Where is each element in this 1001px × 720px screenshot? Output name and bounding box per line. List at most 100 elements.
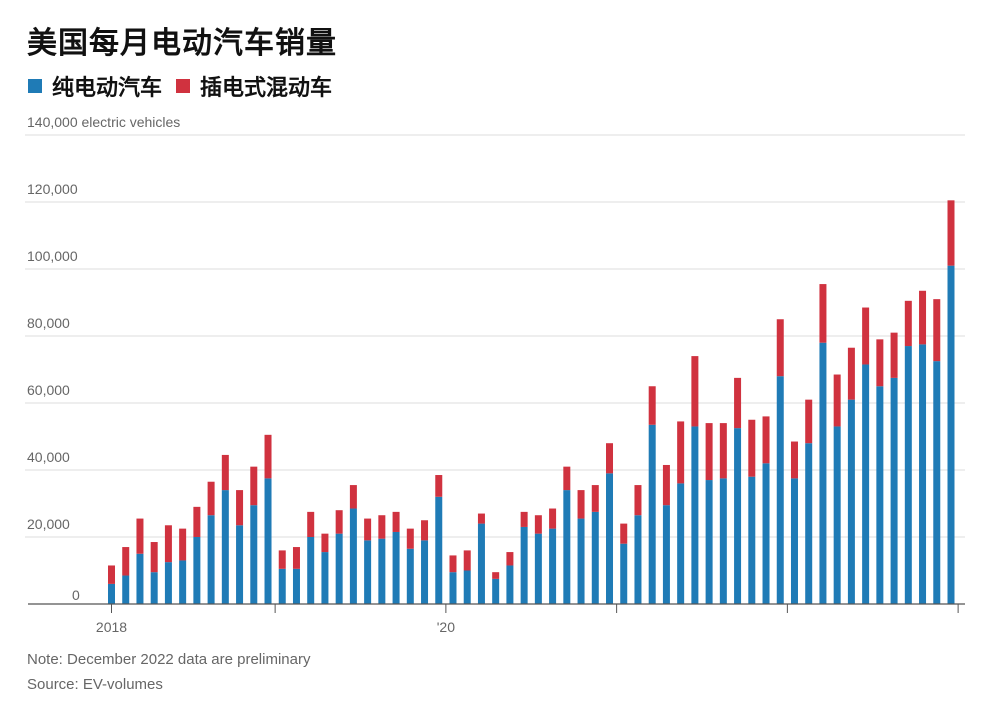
bar-bev [606,473,614,604]
bar-bev [719,478,727,604]
y-tick-label: 80,000 [27,315,70,331]
bar-bev [506,565,514,604]
x-tick-label: 2018 [96,619,127,635]
bar-phev [833,374,841,427]
bar-phev [947,200,955,266]
y-tick-label: 0 [72,587,80,603]
y-tick-label: 20,000 [27,516,70,532]
bar-bev [463,570,471,604]
bar-bev [250,505,258,604]
legend-item-bev: 纯电动汽车 [28,70,162,102]
bar-bev [392,531,400,604]
bar-bev [620,543,628,604]
bar-phev [620,523,628,544]
legend-label-bev: 纯电动汽车 [52,76,163,101]
bar-bev [221,490,229,604]
bar-phev [904,300,912,347]
legend-swatch-bev [28,79,42,93]
bar-phev [748,419,756,477]
bar-phev [264,434,272,479]
bar-bev [193,537,201,604]
bar-phev [534,515,542,534]
bar-bev [847,399,855,604]
bar-bev [819,342,827,604]
bar-phev [108,565,115,584]
bar-bev [677,483,685,604]
bar-phev [179,528,187,561]
bar-phev [378,515,386,539]
legend-swatch-phev [176,79,191,93]
bar-phev [691,356,699,427]
bar-phev [862,307,870,365]
bar-phev [193,506,201,537]
bar-phev [591,485,599,512]
bar-bev [805,443,813,604]
x-tick-label: '20 [437,619,455,635]
bar-bev [762,463,770,604]
bar-phev [435,475,443,497]
bar-phev [122,547,130,576]
bar-phev [705,423,713,481]
bar-bev [477,523,485,604]
bar-phev [349,485,357,509]
bar-bev [207,515,215,604]
bar-bev [364,540,372,604]
bar-bev [236,525,244,604]
bar-phev [734,377,742,429]
bar-phev [136,518,144,554]
bar-phev [606,443,614,474]
bar-bev [108,583,115,604]
bar-bev [549,528,557,604]
y-tick-label: 140,000 electric vehicles [27,114,180,130]
bar-bev [378,538,386,604]
bar-bev [449,572,457,604]
bar-bev [904,346,912,604]
bar-phev [449,555,457,573]
bar-phev [790,441,798,479]
bar-phev [335,510,343,534]
bar-bev [164,562,172,604]
chart-legend: 纯电动汽车 插电式混动车 [28,70,346,102]
y-tick-label: 60,000 [27,382,70,398]
bar-phev [150,542,158,573]
bar-phev [819,284,827,343]
bar-bev [662,505,670,604]
bar-phev [719,423,727,479]
bar-bev [421,540,429,604]
bar-bev [933,361,941,604]
bar-phev [477,513,485,524]
bar-bev [534,533,542,604]
bar-phev [492,572,500,579]
bar-phev [164,525,172,563]
bar-bev [705,480,713,604]
bar-phev [392,511,400,532]
bar-bev [648,424,656,604]
bar-bev [136,553,144,604]
bar-phev [207,481,215,516]
bar-bev [492,578,500,604]
bar-phev [506,552,514,566]
bar-bev [776,376,784,604]
bar-bev [919,344,927,604]
bar-phev [919,290,927,345]
bar-bev [264,478,272,604]
stacked-bar-chart: 0 20,000 40,000 60,000 80,000 100,000 120,000 1… [25,114,965,635]
bar-bev [321,552,329,604]
bar-phev [933,299,941,362]
bar-phev [221,454,229,491]
bar-bev [406,548,414,604]
bar-phev [876,339,884,387]
bar-bev [691,426,699,604]
chart-title: 美国每月电动汽车销量 [27,26,337,61]
bar-phev [847,347,855,400]
legend-item-phev: 插电式混动车 [176,70,332,102]
chart-source: Source: EV-volumes [27,676,163,693]
bar-bev [150,572,158,604]
bar-phev [463,550,471,571]
bar-phev [762,416,770,464]
bar-phev [648,386,656,425]
bar-bev [947,265,955,604]
bar-phev [677,421,685,484]
bar-bev [278,568,286,604]
bar-bev [179,560,187,604]
